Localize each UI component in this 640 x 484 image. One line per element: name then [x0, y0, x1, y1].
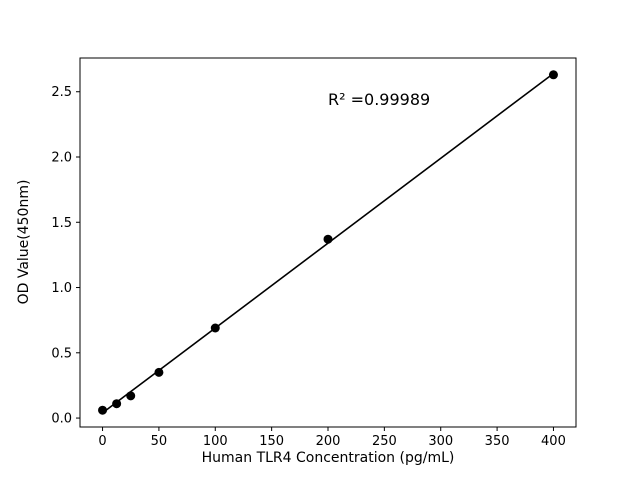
y-tick-label: 0.5 — [51, 346, 72, 361]
x-tick-label: 400 — [541, 434, 566, 449]
plot-area: 0 50 100 150 200 250 300 350 400 0.0 0.5 1.0 1.5 2.0 2… — [51, 57, 577, 449]
data-point — [126, 391, 136, 401]
x-tick-label: 100 — [203, 434, 228, 449]
x-tick-label: 350 — [485, 434, 510, 449]
x-tick-label: 0 — [98, 434, 106, 449]
x-tick-label: 250 — [372, 434, 397, 449]
x-tick-label: 200 — [316, 434, 341, 449]
data-point — [210, 323, 220, 333]
x-tick-label: 150 — [259, 434, 284, 449]
data-point — [548, 70, 558, 80]
x-axis-label: Human TLR4 Concentration (pg/mL) — [202, 450, 455, 466]
y-tick-label: 1.0 — [51, 281, 72, 296]
data-point — [323, 234, 333, 244]
data-point — [98, 405, 108, 415]
y-tick-label: 0.0 — [51, 412, 72, 427]
y-tick-label: 1.5 — [51, 216, 72, 231]
y-tick-label: 2.5 — [51, 85, 72, 100]
data-point — [154, 367, 164, 377]
r-squared-annotation: R² =0.99989 — [328, 90, 430, 109]
y-tick-label: 2.0 — [51, 151, 72, 166]
x-tick-label: 50 — [151, 434, 168, 449]
data-point — [112, 399, 122, 409]
y-axis-label: OD Value(450nm) — [16, 180, 32, 305]
x-tick-label: 300 — [428, 434, 453, 449]
